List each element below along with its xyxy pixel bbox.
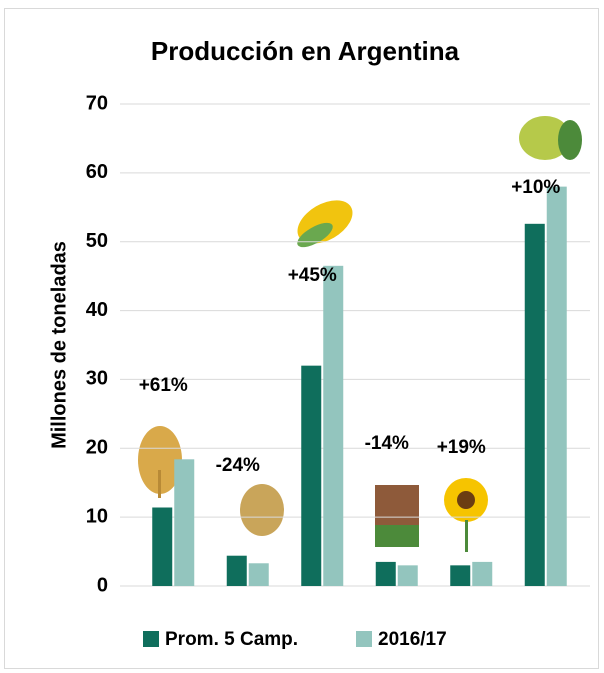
y-tick-label: 40 (86, 299, 108, 321)
bar (301, 365, 322, 586)
bar (450, 565, 471, 586)
legend-label: Prom. 5 Camp. (165, 629, 298, 650)
bar (323, 265, 344, 586)
bar (397, 565, 418, 586)
bar (546, 186, 567, 586)
bar (152, 507, 173, 586)
barley-icon (240, 484, 284, 536)
corn-icon (297, 200, 353, 248)
wheat-icon (138, 426, 182, 498)
annotation: +19% (437, 437, 486, 458)
annotation: +61% (139, 375, 188, 396)
annotation: -14% (365, 433, 409, 454)
annotation: +10% (511, 177, 560, 198)
sunflower-icon (444, 478, 488, 552)
icons (138, 116, 582, 552)
legend-swatch (356, 631, 372, 647)
frame (4, 8, 599, 669)
y-tick-label: 70 (86, 92, 108, 114)
bar (174, 459, 195, 586)
bar (375, 561, 396, 586)
chart-title: Producción en Argentina (151, 36, 460, 66)
bar (472, 561, 493, 586)
y-tick-label: 0 (97, 574, 108, 596)
annotation: -24% (216, 455, 260, 476)
legend-swatch (143, 631, 159, 647)
y-tick-label: 30 (86, 368, 108, 390)
y-tick-label: 50 (86, 230, 108, 252)
y-tick-label: 60 (86, 161, 108, 183)
y-axis-label: Millones de toneladas (48, 241, 70, 449)
legend-label: 2016/17 (378, 629, 447, 650)
annotation: +45% (288, 265, 337, 286)
y-tick-label: 10 (86, 505, 108, 527)
soy-icon (519, 116, 582, 160)
sorghum-icon (375, 485, 419, 547)
y-tick-label: 20 (86, 437, 108, 459)
bar (248, 563, 269, 586)
bar (226, 555, 247, 586)
bar (524, 223, 545, 586)
